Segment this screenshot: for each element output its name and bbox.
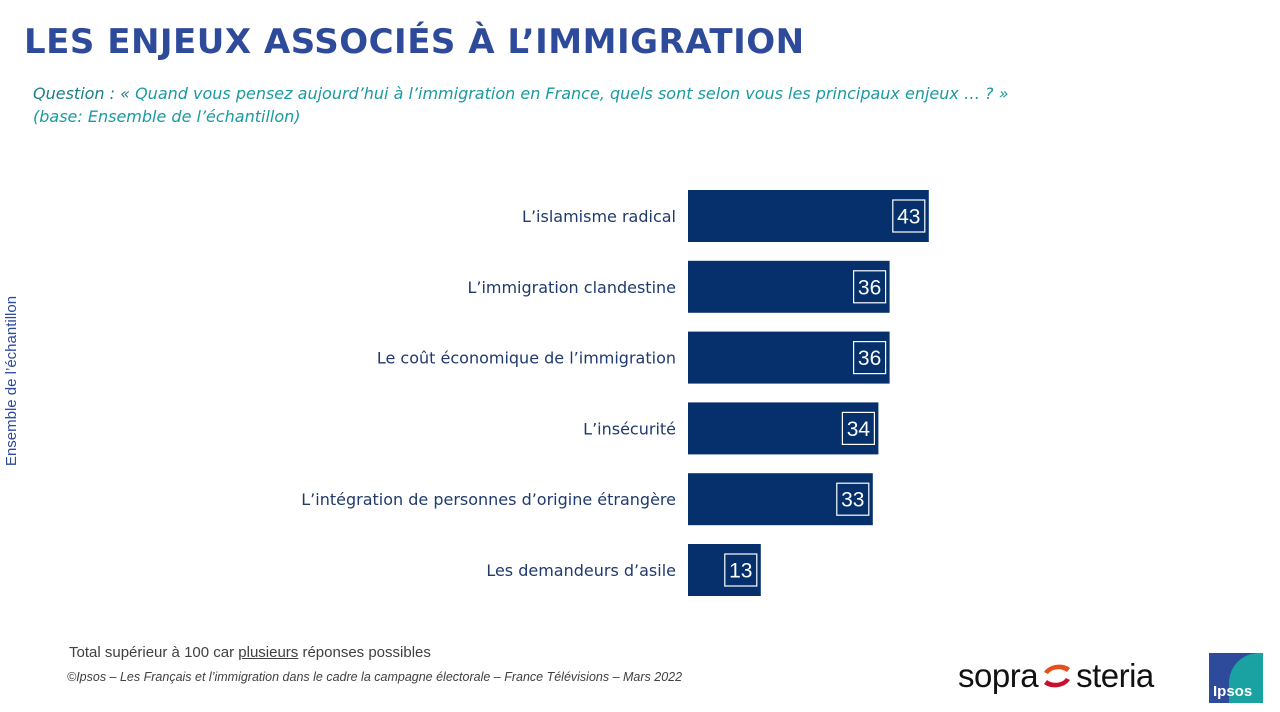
copyright-text: ©Ipsos – Les Français et l’immigration d…: [67, 670, 683, 684]
sopra-swoosh-icon: [1044, 664, 1071, 688]
bar: [688, 473, 873, 526]
bar: [688, 331, 890, 384]
value-label-box: [892, 199, 926, 233]
category-label: L’intégration de personnes d’origine étr…: [301, 490, 676, 509]
value-label: 34: [847, 418, 871, 441]
category-label: L’insécurité: [583, 419, 676, 438]
category-label: Le coût économique de l’immigration: [377, 349, 676, 368]
footnote-before: Total supérieur à 100 car: [69, 644, 239, 661]
value-label: 13: [729, 560, 752, 583]
ipsos-logo-text: Ipsos: [1213, 683, 1253, 700]
value-label-box: [836, 482, 870, 516]
bar: [688, 190, 929, 242]
question-block: Question : « Quand vous pensez aujourd’h…: [33, 82, 1008, 128]
category-label: Les demandeurs d’asile: [486, 561, 676, 580]
footnote-underlined: plusieurs: [238, 644, 299, 661]
category-label: L’islamisme radical: [522, 207, 676, 226]
value-label-box: [852, 341, 887, 375]
question-label: Question : «: [33, 84, 130, 103]
footnote-after: réponses possibles: [298, 644, 431, 661]
bar: [688, 260, 890, 313]
value-label: 36: [858, 276, 881, 299]
footnote: Total supérieur à 100 car plusieurs répo…: [69, 644, 431, 661]
value-label: 36: [858, 347, 881, 370]
category-label: L’immigration clandestine: [467, 278, 676, 297]
ipsos-logo: Ipsos: [1209, 653, 1263, 703]
value-label: 33: [841, 489, 864, 512]
value-label-box: [852, 270, 887, 304]
steria-logo-text: steria: [1076, 657, 1154, 694]
question-base: (base: Ensemble de l’échantillon): [33, 107, 301, 126]
bar: [688, 402, 879, 455]
page-title: LES ENJEUX ASSOCIÉS À L’IMMIGRATION: [24, 22, 805, 62]
value-label: 43: [897, 206, 920, 229]
value-label-box: [724, 553, 758, 587]
value-label-box: [841, 411, 876, 445]
sopra-steria-logo: sopra steria: [958, 656, 1154, 696]
question-text: Quand vous pensez aujourd’hui à l’immigr…: [130, 84, 1009, 103]
question-line: Question : « Quand vous pensez aujourd’h…: [33, 82, 1008, 105]
sopra-logo-text: sopra: [958, 657, 1039, 694]
